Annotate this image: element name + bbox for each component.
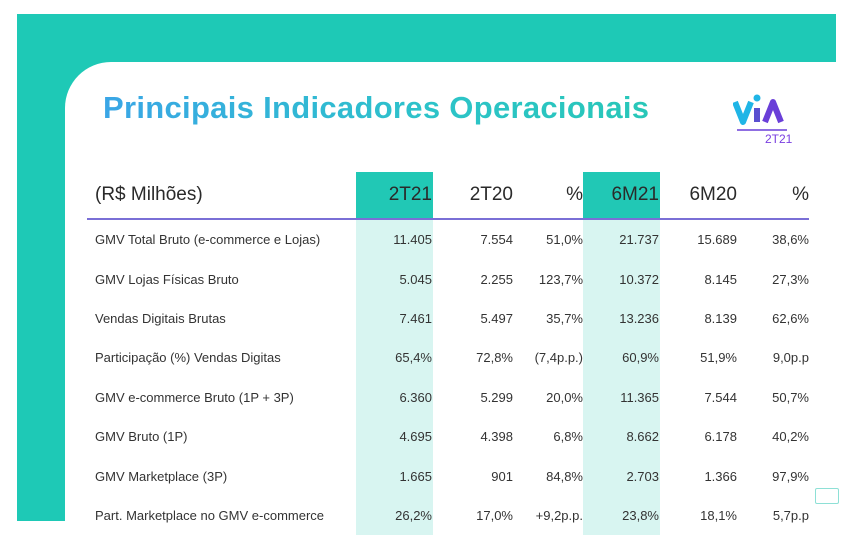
slide: Principais Indicadores Operacionais 2T21 [65, 62, 841, 535]
table-row: GMV Marketplace (3P) 1.665 901 84,8% 2.7… [87, 456, 809, 495]
cell-6m21: 11.365 [620, 389, 659, 405]
cell-6m20: 51,9% [700, 350, 737, 366]
row-label: Part. Marketplace no GMV e-commerce [95, 507, 325, 523]
cell-6m20: 8.139 [704, 310, 737, 326]
table-row: GMV Lojas Físicas Bruto 5.045 2.255 123,… [87, 259, 809, 298]
indicators-table: (R$ Milhões) 2T21 2T20 % 6M21 6M20 % GMV… [87, 172, 809, 535]
cell-pct-quarter: 84,8% [546, 468, 583, 484]
cell-2t21: 11.405 [393, 232, 432, 248]
cell-6m20: 6.178 [704, 429, 737, 445]
cell-pct-quarter: 20,0% [546, 389, 583, 405]
cell-pct-semester: 62,6% [772, 310, 809, 326]
logo-period: 2T21 [765, 132, 793, 146]
cell-pct-semester: 97,9% [772, 468, 809, 484]
cell-2t21: 6.360 [399, 389, 432, 405]
cell-2t20: 72,8% [476, 350, 513, 366]
cell-2t21: 26,2% [395, 507, 432, 523]
cell-2t21: 1.665 [399, 468, 432, 484]
row-label: Vendas Digitais Brutas [95, 310, 226, 326]
cell-6m21: 23,8% [622, 507, 659, 523]
table-row: Vendas Digitais Brutas 7.461 5.497 35,7%… [87, 299, 809, 338]
table-row: GMV Bruto (1P) 4.695 4.398 6,8% 8.662 6.… [87, 417, 809, 456]
via-logo [733, 94, 787, 131]
header-2t20: 2T20 [432, 172, 513, 220]
table-row: Participação (%) Vendas Digitas 65,4% 72… [87, 338, 809, 377]
table-row: GMV Total Bruto (e-commerce e Lojas) 11.… [87, 219, 809, 259]
table-header-row: (R$ Milhões) 2T21 2T20 % 6M21 6M20 % [87, 172, 809, 220]
cell-2t20: 2.255 [480, 271, 513, 287]
row-label: GMV Lojas Físicas Bruto [95, 271, 239, 287]
cell-6m21: 8.662 [626, 429, 659, 445]
header-2t21: 2T21 [356, 172, 432, 220]
cell-6m21: 60,9% [622, 350, 659, 366]
row-label: GMV e-commerce Bruto (1P + 3P) [95, 389, 294, 405]
cell-2t21: 4.695 [399, 429, 432, 445]
cell-2t20: 17,0% [476, 507, 513, 523]
cell-pct-quarter: (7,4p.p.) [534, 350, 583, 366]
cell-pct-quarter: 6,8% [553, 429, 583, 445]
table-row: GMV e-commerce Bruto (1P + 3P) 6.360 5.2… [87, 378, 809, 417]
row-label: Participação (%) Vendas Digitas [95, 350, 281, 366]
cell-6m20: 15.689 [697, 232, 737, 248]
cell-6m20: 1.366 [704, 468, 737, 484]
cell-pct-quarter: +9,2p.p. [535, 507, 583, 523]
cell-6m20: 7.544 [704, 389, 737, 405]
cell-6m20: 18,1% [700, 507, 737, 523]
row-label: GMV Bruto (1P) [95, 429, 188, 445]
cell-pct-semester: 50,7% [772, 389, 809, 405]
header-6m20: 6M20 [659, 172, 737, 220]
slide-frame: Principais Indicadores Operacionais 2T21 [17, 14, 841, 535]
row-label: GMV Marketplace (3P) [95, 468, 228, 484]
header-unit: (R$ Milhões) [87, 172, 356, 220]
cell-2t21: 65,4% [395, 350, 432, 366]
cell-2t20: 5.299 [480, 389, 513, 405]
table-row: Part. Marketplace no GMV e-commerce 26,2… [87, 496, 809, 535]
cell-2t20: 901 [491, 468, 513, 484]
picture-in-picture-icon[interactable] [815, 488, 839, 504]
cell-pct-semester: 38,6% [772, 232, 809, 248]
cell-2t20: 5.497 [480, 310, 513, 326]
header-pct-quarter: % [513, 172, 583, 220]
cell-2t21: 5.045 [399, 271, 432, 287]
cell-pct-quarter: 35,7% [546, 310, 583, 326]
cell-6m21: 10.372 [619, 271, 659, 287]
row-label: GMV Total Bruto (e-commerce e Lojas) [95, 232, 321, 248]
cell-pct-semester: 27,3% [772, 271, 809, 287]
cell-pct-quarter: 123,7% [538, 271, 583, 287]
cell-2t20: 7.554 [480, 232, 513, 248]
cell-pct-semester: 40,2% [772, 429, 809, 445]
cell-6m21: 2.703 [626, 468, 659, 484]
header-pct-semester: % [737, 172, 809, 220]
cell-pct-semester: 5,7p.p [772, 507, 809, 523]
cell-pct-quarter: 51,0% [546, 232, 583, 248]
cell-6m20: 8.145 [704, 271, 737, 287]
cell-6m21: 13.236 [619, 310, 659, 326]
cell-2t20: 4.398 [480, 429, 513, 445]
cell-pct-semester: 9,0p.p [772, 350, 809, 366]
cell-2t21: 7.461 [399, 310, 432, 326]
cell-6m21: 21.737 [619, 232, 659, 248]
header-6m21: 6M21 [583, 172, 659, 220]
slide-title: Principais Indicadores Operacionais [103, 90, 650, 125]
